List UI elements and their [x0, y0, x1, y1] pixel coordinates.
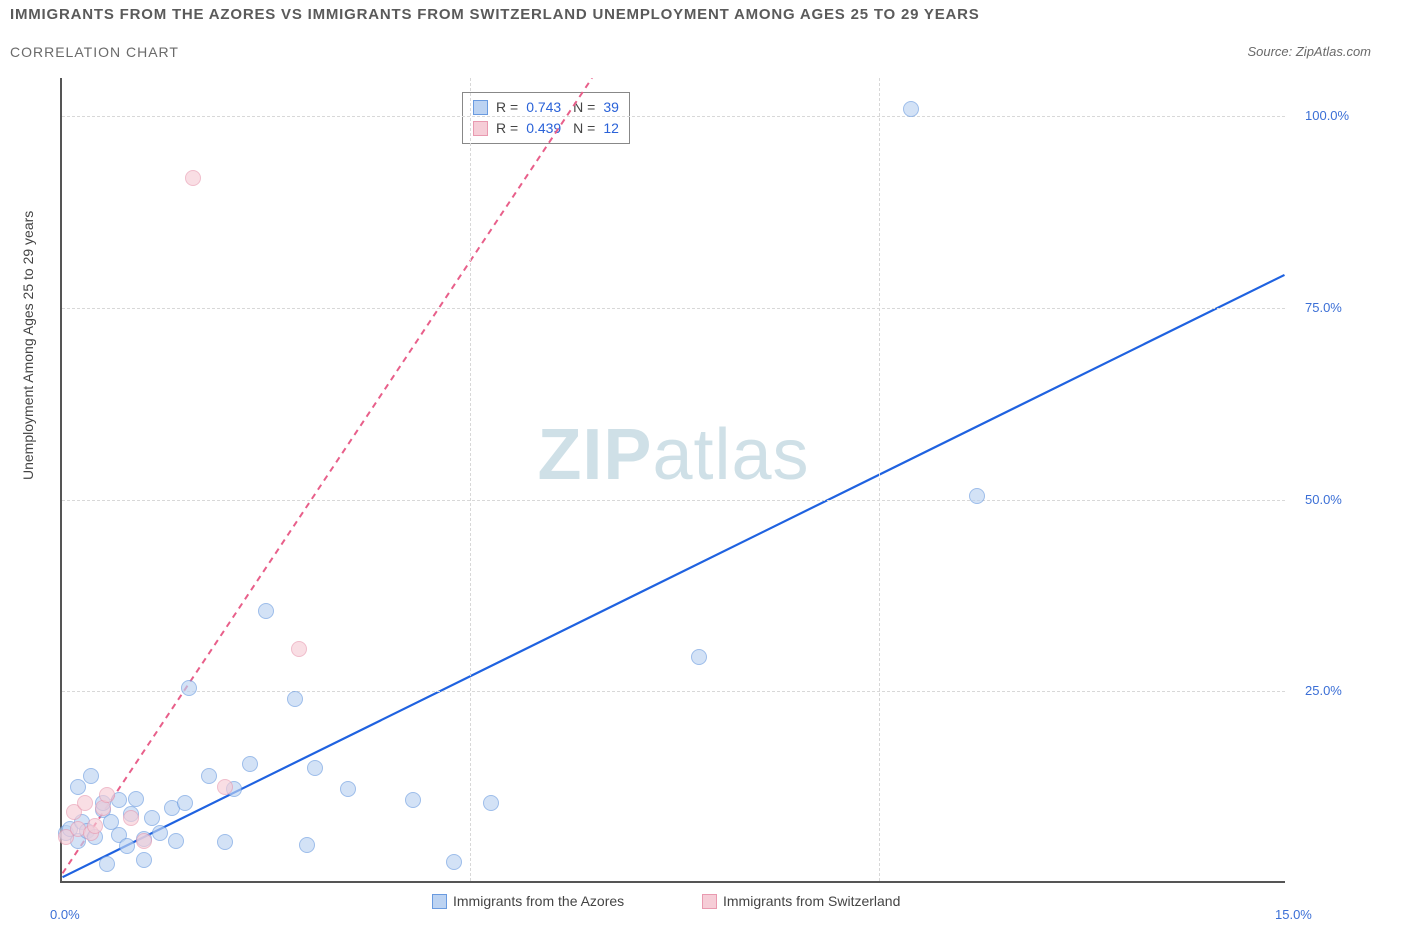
gridline-vertical: [470, 78, 471, 881]
y-tick-label: 100.0%: [1305, 108, 1349, 123]
swatch-switzerland-bottom: [702, 894, 717, 909]
data-point: [99, 856, 115, 872]
data-point: [70, 779, 86, 795]
chart-subtitle: CORRELATION CHART: [10, 44, 179, 60]
x-tick-label: 0.0%: [50, 907, 80, 922]
bottom-legend-azores: Immigrants from the Azores: [432, 893, 624, 909]
gridline-horizontal: [62, 691, 1285, 692]
stats-legend-box: R =0.743 N =39 R =0.439 N =12: [462, 92, 630, 144]
data-point: [287, 691, 303, 707]
data-point: [152, 825, 168, 841]
data-point: [87, 818, 103, 834]
swatch-switzerland: [473, 121, 488, 136]
data-point: [340, 781, 356, 797]
swatch-azores-bottom: [432, 894, 447, 909]
data-point: [691, 649, 707, 665]
data-point: [136, 833, 152, 849]
data-point: [483, 795, 499, 811]
data-point: [168, 833, 184, 849]
data-point: [136, 852, 152, 868]
data-point: [405, 792, 421, 808]
y-tick-label: 25.0%: [1305, 683, 1342, 698]
trendline: [63, 78, 593, 873]
data-point: [299, 837, 315, 853]
data-point: [242, 756, 258, 772]
data-point: [123, 810, 139, 826]
y-tick-label: 50.0%: [1305, 492, 1342, 507]
x-tick-label: 15.0%: [1275, 907, 1312, 922]
swatch-azores: [473, 100, 488, 115]
trendline: [63, 275, 1285, 877]
data-point: [119, 838, 135, 854]
data-point: [291, 641, 307, 657]
watermark: ZIPatlas: [537, 414, 809, 496]
source-attribution: Source: ZipAtlas.com: [1247, 44, 1371, 59]
bottom-legend-switzerland: Immigrants from Switzerland: [702, 893, 900, 909]
data-point: [83, 768, 99, 784]
data-point: [217, 834, 233, 850]
stats-row-switzerland: R =0.439 N =12: [473, 118, 619, 139]
data-point: [903, 101, 919, 117]
data-point: [181, 680, 197, 696]
data-point: [217, 779, 233, 795]
gridline-horizontal: [62, 500, 1285, 501]
data-point: [446, 854, 462, 870]
gridline-horizontal: [62, 308, 1285, 309]
data-point: [969, 488, 985, 504]
data-point: [128, 791, 144, 807]
plot-area: ZIPatlas R =0.743 N =39 R =0.439 N =12 I…: [60, 78, 1285, 883]
data-point: [77, 795, 93, 811]
data-point: [177, 795, 193, 811]
gridline-horizontal: [62, 116, 1285, 117]
data-point: [185, 170, 201, 186]
y-axis-label: Unemployment Among Ages 25 to 29 years: [20, 211, 36, 480]
data-point: [99, 787, 115, 803]
stats-row-azores: R =0.743 N =39: [473, 97, 619, 118]
y-tick-label: 75.0%: [1305, 300, 1342, 315]
data-point: [144, 810, 160, 826]
data-point: [307, 760, 323, 776]
data-point: [201, 768, 217, 784]
data-point: [258, 603, 274, 619]
gridline-vertical: [879, 78, 880, 881]
chart-title: IMMIGRANTS FROM THE AZORES VS IMMIGRANTS…: [10, 6, 980, 23]
